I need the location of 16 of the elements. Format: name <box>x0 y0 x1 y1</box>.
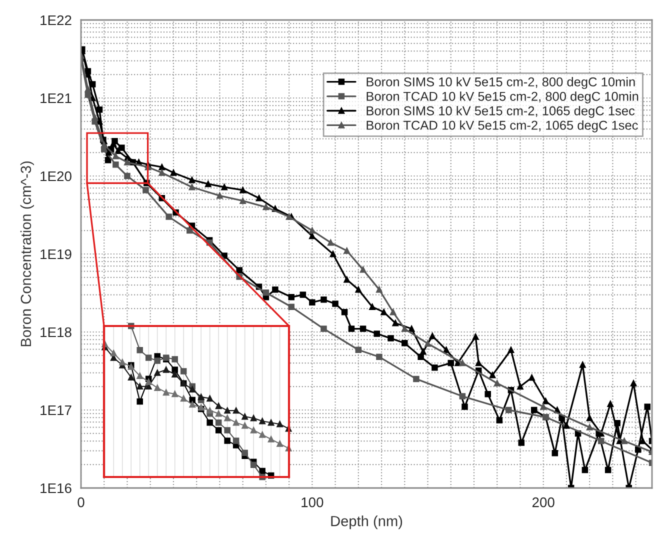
x-tick-label: 100 <box>302 497 324 508</box>
legend-label: Boron SIMS 10 kV 5e15 cm-2, 1065 degC 1sec <box>366 106 635 118</box>
y-tick-label: 1E21 <box>40 93 72 104</box>
y-tick-label: 1E18 <box>40 327 72 338</box>
y-tick-label: 1E22 <box>40 15 72 26</box>
y-tick-label: 1E16 <box>40 483 72 494</box>
legend-label: Boron SIMS 10 kV 5e15 cm-2, 800 degC 10min <box>366 77 635 89</box>
x-tick-label: 0 <box>78 497 84 508</box>
y-tick-label: 1E17 <box>40 405 72 416</box>
y-tick-label: 1E20 <box>40 171 72 182</box>
x-axis-title: Depth (nm) <box>331 516 402 530</box>
y-tick-label: 1E19 <box>40 249 72 260</box>
y-axis-title: Boron Concentration (cm^-3) <box>20 162 34 346</box>
legend-label: Boron TCAD 10 kV 5e15 cm-2, 1065 degC 1sec <box>366 120 638 132</box>
x-tick-label: 200 <box>532 497 554 508</box>
legend-label: Boron TCAD 10 kV 5e15 cm-2, 800 degC 10min <box>366 91 638 104</box>
